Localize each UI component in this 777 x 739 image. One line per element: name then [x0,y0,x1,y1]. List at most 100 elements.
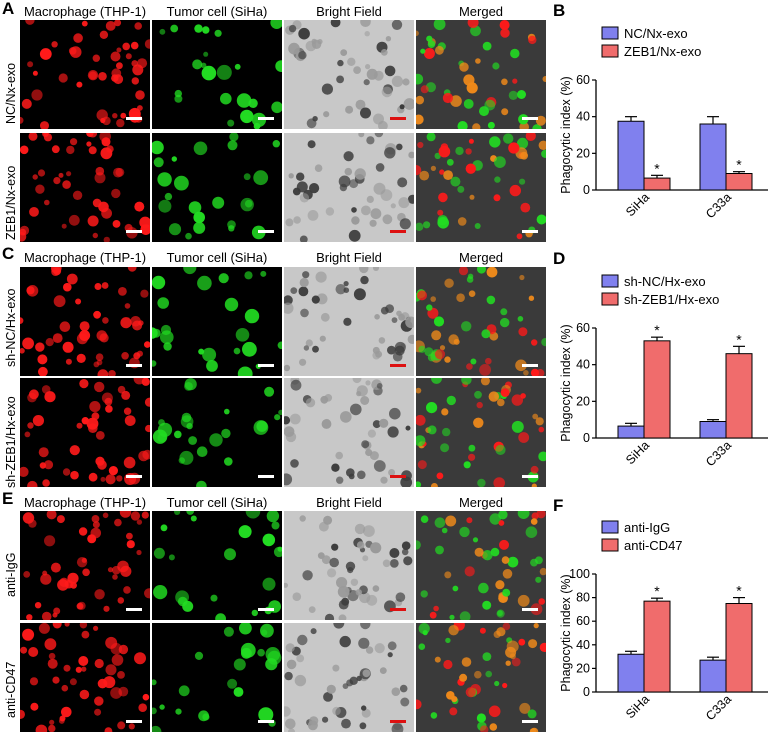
tumor-micrograph [152,133,282,242]
bar [699,123,727,191]
bar-chart-b: 0 20 40 60 Phagocytic index (%) * * SiHa C33a NC/… [556,20,774,232]
panel-letter-a: A [2,0,15,18]
legend-swatch [601,520,619,534]
y-tick-label: 20 [576,146,590,160]
tumor-micrograph [152,20,282,129]
column-header-bright-field: Bright Field [316,4,382,19]
row-label: sh-NC/Hx-exo [4,288,18,368]
y-tick-label: 80 [576,591,590,605]
legend-label: sh-ZEB1/Hx-exo [624,292,719,307]
y-axis-label: Phagocytic index (%) [559,574,573,691]
bright-micrograph [284,20,414,129]
significance-star: * [654,160,660,176]
bar [617,425,645,439]
tumor-micrograph [152,378,282,487]
significance-star: * [736,331,742,347]
bar [699,659,727,693]
panel-letter-c: C [2,244,15,263]
y-tick-label: 60 [576,73,590,87]
x-tick-label: C33a [703,190,734,221]
merged-micrograph [416,623,546,732]
y-tick-label: 40 [576,358,590,372]
row-label: ZEB1/Nx-exo [4,165,18,240]
tumor-micrograph [152,267,282,376]
merged-micrograph [416,267,546,376]
x-tick-label: SiHa [623,190,652,219]
significance-star: * [654,583,660,599]
x-tick-label: C33a [703,438,734,469]
bar-chart-f: 0 20 40 60 80 100 Phagocytic index (%) * * SiHa C3… [556,514,774,734]
merged-micrograph [416,378,546,487]
column-header-tumor: Tumor cell (SiHa) [166,4,268,19]
panel-letter-f: F [553,496,564,515]
y-tick-label: 40 [576,110,590,124]
tumor-micrograph [152,623,282,732]
macrophage-micrograph [20,133,150,242]
bar [643,340,671,439]
merged-micrograph [416,133,546,242]
bright-micrograph [284,623,414,732]
panel-letter-e: E [2,489,14,508]
bright-micrograph [284,133,414,242]
bar [725,173,753,191]
y-tick-label: 0 [583,183,590,197]
macrophage-micrograph [20,378,150,487]
legend-swatch [601,274,619,288]
column-header-macrophage: Macrophage (THP-1) [23,250,147,265]
y-tick-label: 60 [576,321,590,335]
panel-letter-d: D [553,249,566,268]
y-tick-label: 20 [576,394,590,408]
y-tick-label: 20 [576,661,590,675]
x-tick-label: C33a [703,692,734,723]
macrophage-micrograph [20,20,150,129]
y-axis-label: Phagocytic index (%) [559,324,573,441]
legend-label: anti-IgG [624,520,670,535]
column-header-tumor: Tumor cell (SiHa) [166,250,268,265]
y-tick-label: 40 [576,638,590,652]
bright-micrograph [284,267,414,376]
significance-star: * [736,157,742,173]
bar [643,177,671,191]
significance-star: * [654,322,660,338]
column-header-merged: Merged [458,4,504,19]
column-header-merged: Merged [458,250,504,265]
merged-micrograph [416,511,546,620]
column-header-tumor: Tumor cell (SiHa) [166,495,268,510]
column-header-bright-field: Bright Field [316,250,382,265]
macrophage-micrograph [20,267,150,376]
y-tick-label: 60 [576,614,590,628]
bar-chart-d: 0 20 40 60 Phagocytic index (%) * * SiHa C33a sh-… [556,268,774,480]
y-tick-label: 0 [583,431,590,445]
legend-swatch [601,538,619,552]
tumor-micrograph [152,511,282,620]
column-header-bright-field: Bright Field [316,495,382,510]
bar [725,603,753,693]
y-tick-label: 0 [583,685,590,699]
bar [725,353,753,439]
x-tick-label: SiHa [623,438,652,467]
row-label: sh-ZEB1/Hx-exo [4,396,18,488]
macrophage-micrograph [20,623,150,732]
y-tick-label: 100 [569,567,590,581]
y-axis-label: Phagocytic index (%) [559,76,573,193]
row-label: anti-CD47 [4,661,18,718]
legend-swatch [601,44,619,58]
merged-micrograph [416,20,546,129]
legend-swatch [601,26,619,40]
bright-micrograph [284,378,414,487]
legend-label: sh-NC/Hx-exo [624,274,706,289]
bar [617,653,645,693]
column-header-macrophage: Macrophage (THP-1) [23,4,147,19]
x-tick-label: SiHa [623,692,652,721]
legend-label: ZEB1/Nx-exo [624,44,701,59]
bar [699,421,727,439]
bar [643,600,671,693]
significance-star: * [736,583,742,599]
legend-label: anti-CD47 [624,538,683,553]
legend-label: NC/Nx-exo [624,26,688,41]
row-label: anti-IgG [4,552,18,597]
column-header-merged: Merged [458,495,504,510]
macrophage-micrograph [20,511,150,620]
bright-micrograph [284,511,414,620]
panel-letter-b: B [553,1,566,20]
